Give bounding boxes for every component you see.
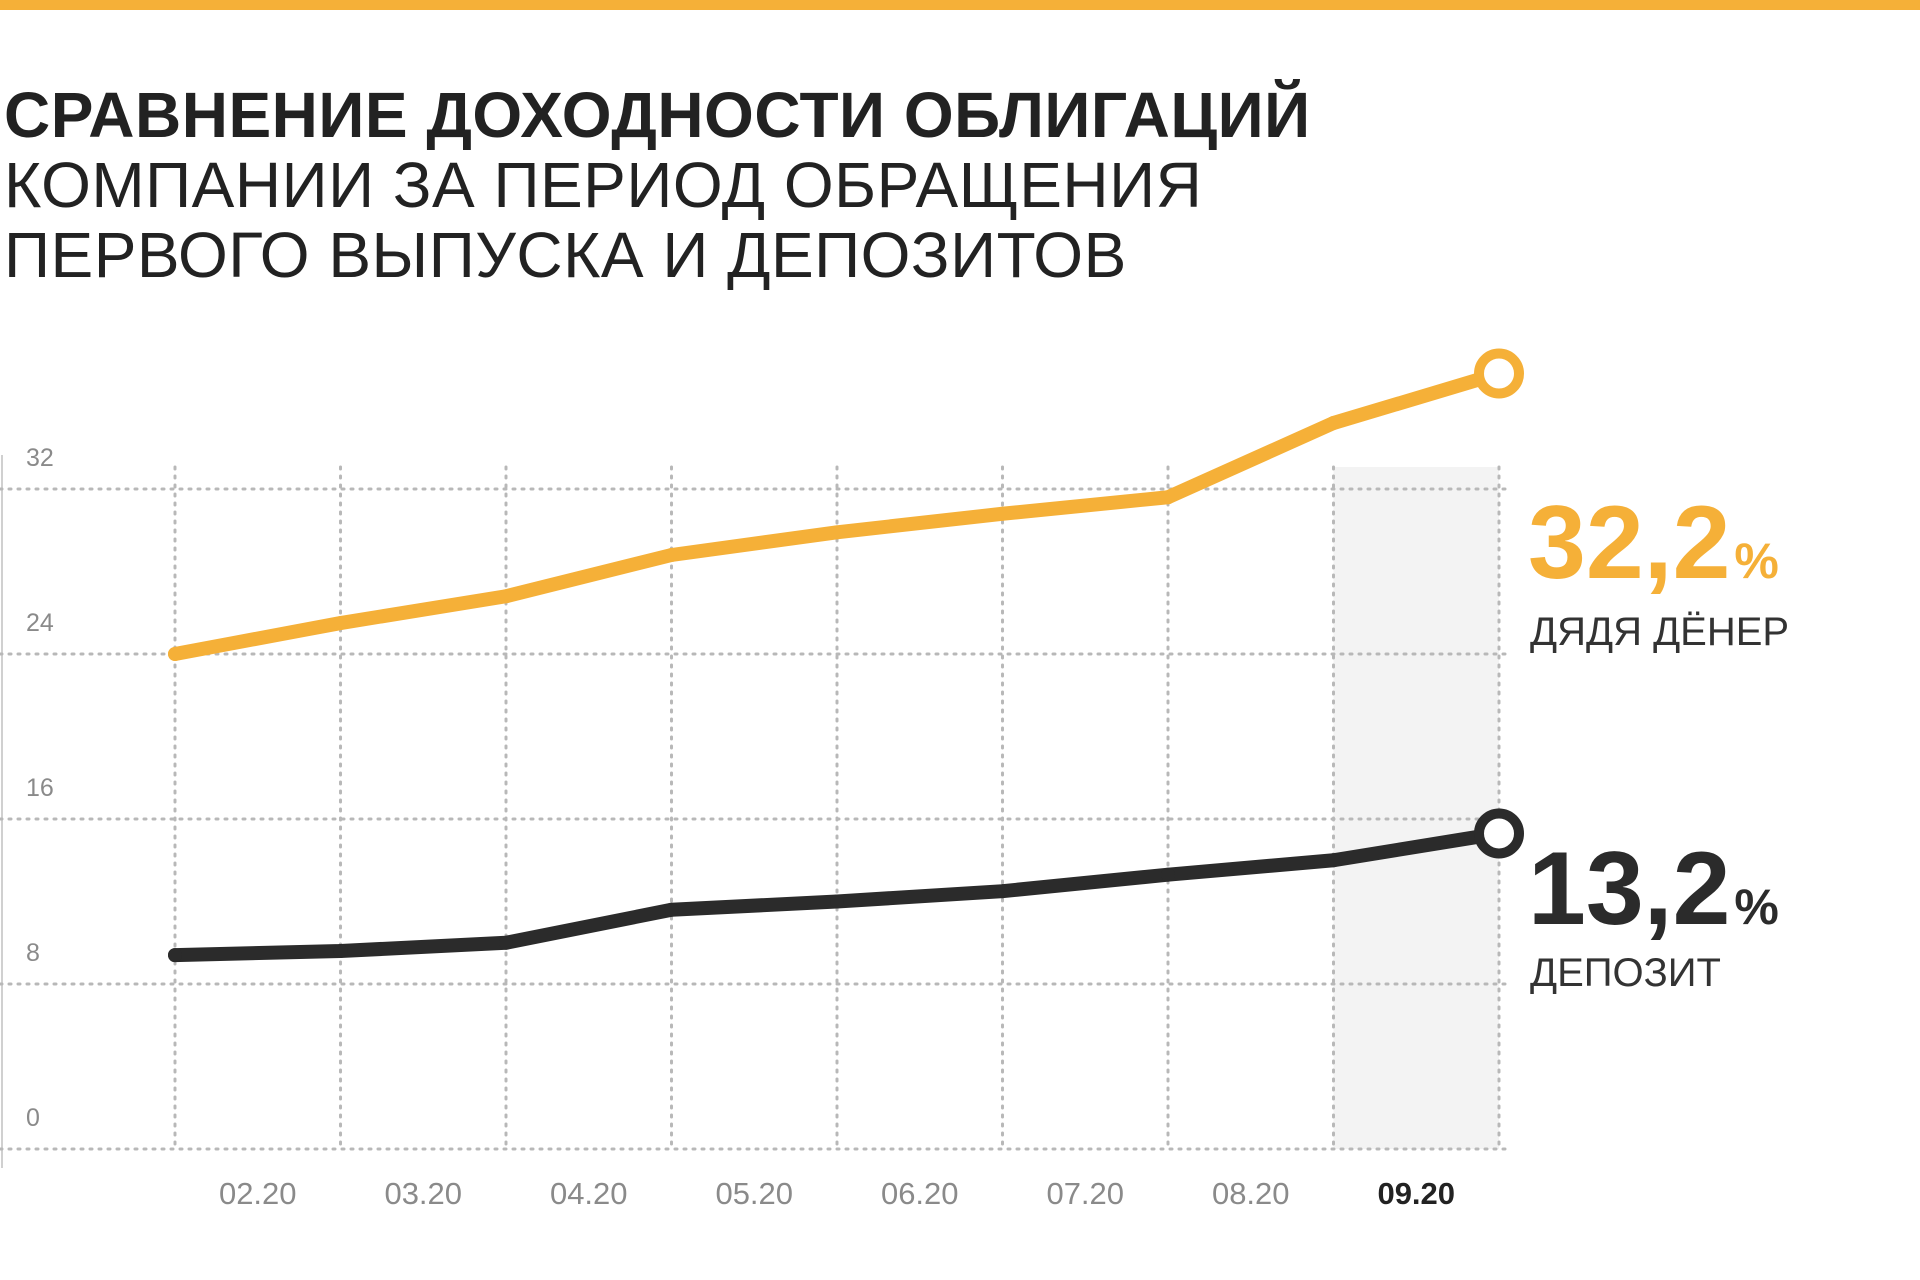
- end-value-label: 13,2: [1528, 831, 1730, 947]
- title-line-3: ПЕРВОГО ВЫПУСКА И ДЕПОЗИТОВ: [4, 219, 1127, 291]
- data-point: [830, 894, 844, 909]
- x-tick-label: 09.20: [1377, 1176, 1455, 1211]
- series-end-marker: [1474, 348, 1524, 399]
- series-name-label: ДЯДЯ ДЁНЕР: [1530, 610, 1789, 654]
- data-point: [664, 902, 679, 917]
- x-tick-label: 08.20: [1212, 1176, 1290, 1211]
- data-point: [333, 616, 348, 631]
- end-value-unit: %: [1734, 533, 1778, 589]
- chart-title: СРАВНЕНИЕ ДОХОДНОСТИ ОБЛИГАЦИЙ КОМПАНИИ …: [4, 80, 1504, 290]
- end-value-unit: %: [1734, 879, 1778, 935]
- x-tick-label: 03.20: [384, 1176, 462, 1211]
- y-tick-label: 16: [26, 774, 54, 802]
- data-point: [664, 548, 679, 562]
- x-tick-label: 02.20: [219, 1176, 297, 1211]
- data-point: [995, 506, 1010, 521]
- data-point: [499, 935, 513, 950]
- data-point: [1326, 853, 1341, 868]
- data-point: [1161, 490, 1175, 505]
- x-tick-label: 04.20: [550, 1176, 628, 1211]
- data-point: [168, 647, 182, 661]
- series-name-label: ДЕПОЗИТ: [1530, 951, 1721, 995]
- title-line-1: СРАВНЕНИЕ ДОХОДНОСТИ ОБЛИГАЦИЙ: [4, 79, 1311, 151]
- end-value-label: 32,2: [1528, 485, 1730, 601]
- y-tick-label: 8: [26, 939, 40, 967]
- highlighted-period-column: [1333, 467, 1499, 1149]
- data-point: [168, 948, 182, 963]
- y-tick-label: 32: [26, 444, 54, 472]
- data-point: [830, 525, 844, 540]
- data-point: [1326, 416, 1341, 430]
- series-end-marker: [1474, 808, 1524, 859]
- data-point: [499, 589, 513, 604]
- x-tick-label: 07.20: [1046, 1176, 1124, 1211]
- data-point: [1161, 867, 1175, 882]
- x-tick-label: 06.20: [881, 1176, 959, 1211]
- y-tick-label: 0: [26, 1104, 40, 1132]
- y-tick-label: 24: [26, 609, 54, 637]
- data-point: [995, 884, 1010, 899]
- top-accent-bar: [0, 0, 1920, 10]
- data-point: [333, 944, 348, 958]
- title-line-2: КОМПАНИИ ЗА ПЕРИОД ОБРАЩЕНИЯ: [4, 149, 1203, 221]
- x-tick-label: 05.20: [715, 1176, 793, 1211]
